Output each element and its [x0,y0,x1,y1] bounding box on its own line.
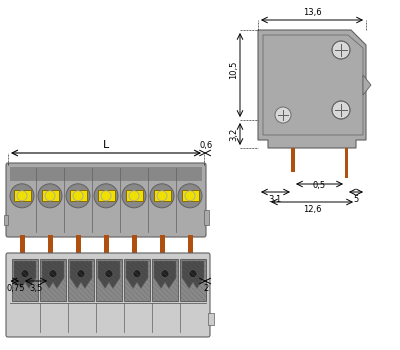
Bar [154,190,170,201]
FancyBboxPatch shape [6,253,210,337]
Bar [20,235,24,265]
Bar [10,167,202,181]
Circle shape [150,184,174,208]
Bar [182,190,198,201]
Circle shape [122,184,146,208]
Bar [70,190,86,201]
Bar [12,259,38,301]
Bar [42,190,58,201]
Bar [160,235,164,265]
Polygon shape [160,265,164,273]
Circle shape [77,270,85,278]
Bar [96,259,122,301]
Polygon shape [258,30,366,148]
Bar [124,259,150,301]
Bar [76,235,80,265]
Polygon shape [132,265,136,273]
Text: 3,1: 3,1 [268,195,282,204]
Circle shape [275,107,291,123]
Polygon shape [98,261,120,288]
Bar [68,259,94,301]
Circle shape [189,270,197,278]
Circle shape [38,184,62,208]
Polygon shape [126,261,148,288]
Polygon shape [70,261,92,288]
Text: 0,5: 0,5 [312,181,326,190]
FancyBboxPatch shape [6,163,206,237]
Polygon shape [188,265,192,273]
Polygon shape [20,265,24,273]
Bar [344,148,348,178]
Bar [40,259,66,301]
Circle shape [178,184,202,208]
Text: 2: 2 [204,284,209,293]
Text: 0,75: 0,75 [7,284,25,293]
Circle shape [94,184,118,208]
Polygon shape [182,261,204,288]
Polygon shape [363,75,371,95]
Text: 0,6: 0,6 [200,141,213,150]
Bar [104,235,108,265]
Circle shape [49,270,57,278]
Polygon shape [42,261,64,288]
Bar [98,190,114,201]
Bar [204,210,209,225]
Circle shape [66,184,90,208]
Text: 10,5: 10,5 [229,61,238,79]
Polygon shape [104,265,108,273]
Polygon shape [76,265,80,273]
Polygon shape [48,265,52,273]
Bar [48,235,52,265]
Text: 3,2: 3,2 [229,127,238,141]
Polygon shape [154,261,176,288]
Text: 12,6: 12,6 [303,205,321,214]
Polygon shape [14,261,36,288]
Circle shape [21,270,29,278]
Text: 5: 5 [353,195,359,204]
Bar [126,190,142,201]
Bar [4,215,8,225]
Text: 3,5: 3,5 [29,284,43,293]
Text: L: L [103,140,109,150]
Bar [180,259,206,301]
Circle shape [133,270,141,278]
Bar [208,313,214,325]
Bar [152,259,178,301]
Text: 13,6: 13,6 [303,8,321,17]
Bar [188,235,192,265]
Circle shape [105,270,113,278]
Circle shape [10,184,34,208]
Circle shape [332,41,350,59]
Circle shape [332,101,350,119]
Bar [291,148,295,172]
Bar [14,190,30,201]
Circle shape [161,270,169,278]
Bar [132,235,136,265]
